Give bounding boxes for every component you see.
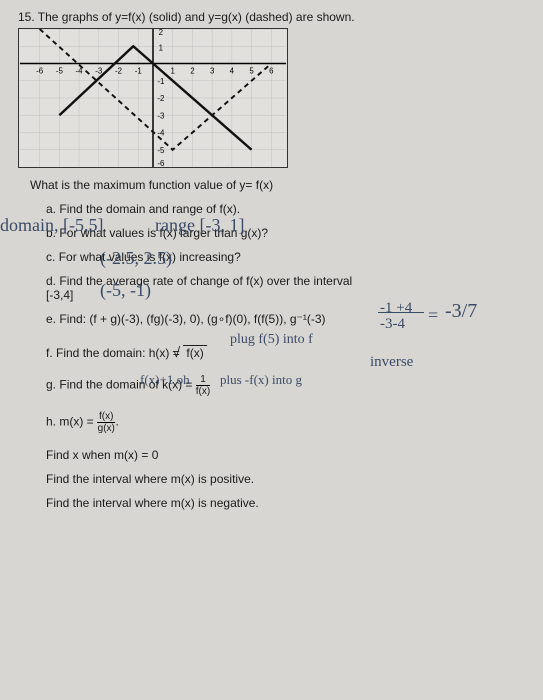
part-h2: Find the interval where m(x) is positive… (46, 472, 525, 486)
svg-text:1: 1 (159, 44, 163, 53)
svg-text:2: 2 (159, 29, 163, 37)
hand-d2-line (378, 312, 424, 313)
svg-text:-2: -2 (157, 94, 164, 103)
label-d: d. (46, 274, 56, 288)
hand-dres: -3/7 (445, 300, 477, 323)
svg-text:-5: -5 (157, 146, 165, 155)
part-b: b. For what values is f(x) larger than g… (46, 226, 525, 240)
part-h3: Find the interval where m(x) is negative… (46, 496, 525, 510)
g-den: f(x) (196, 386, 210, 397)
svg-text:3: 3 (210, 66, 215, 75)
text-e: Find: (f + g)(-3), (fg)(-3), 0), (g∘f)(0… (59, 312, 325, 326)
hand-deq: = (428, 305, 438, 326)
text-f-pre: Find the domain: h(x) = (56, 346, 183, 360)
svg-text:-6: -6 (157, 159, 165, 167)
g-num: 1 (196, 374, 210, 386)
hand-range: range [-3, 1] (155, 215, 244, 236)
label-a: a. (46, 202, 56, 216)
f-radicand: f(x) (186, 346, 203, 360)
text-h-pre: m(x) = (59, 415, 97, 429)
h-den: g(x) (97, 423, 115, 434)
label-g: g. (46, 378, 56, 392)
part-h: h. m(x) = f(x)g(x). (46, 411, 525, 434)
hand-d2: -3-4 (380, 316, 405, 333)
hand-e3: inverse (370, 354, 413, 371)
hand-dnote: plug f(5) into f (230, 332, 313, 348)
svg-text:2: 2 (190, 66, 194, 75)
svg-text:-5: -5 (56, 66, 64, 75)
h-tail: . (115, 415, 118, 429)
hand-b: (-2.5, 2.5) (100, 248, 172, 269)
hand-e1: f(x)+1 oh (140, 372, 190, 388)
label-f: f. (46, 346, 53, 360)
part-a: a. Find the domain and range of f(x). (46, 202, 525, 216)
part-h1: Find x when m(x) = 0 (46, 448, 525, 462)
svg-text:-2: -2 (115, 66, 122, 75)
hand-d1: -1 +4 (380, 300, 412, 317)
text-d2: [-3,4] (46, 288, 73, 302)
svg-text:-1: -1 (157, 77, 164, 86)
label-e: e. (46, 312, 56, 326)
label-c: c. (46, 250, 55, 264)
question-title: 15. The graphs of y=f(x) (solid) and y=g… (18, 10, 525, 24)
graph-container: -6-5-4 -3-2-1 123 456 12 -1-2-3 -4-5-6 (18, 28, 288, 168)
svg-text:-3: -3 (157, 112, 165, 121)
hand-c: (-5, -1) (100, 280, 151, 301)
svg-text:5: 5 (249, 66, 254, 75)
svg-text:1: 1 (171, 66, 175, 75)
label-h: h. (46, 415, 56, 429)
svg-text:-1: -1 (135, 66, 142, 75)
q-max: What is the maximum function value of y=… (30, 178, 525, 192)
hand-domain: domain, [-5,5] (0, 215, 103, 236)
svg-text:6: 6 (269, 66, 274, 75)
hand-e2: plus -f(x) into g (220, 372, 302, 388)
svg-text:-6: -6 (36, 66, 44, 75)
graph-svg: -6-5-4 -3-2-1 123 456 12 -1-2-3 -4-5-6 (19, 29, 287, 167)
svg-text:4: 4 (230, 66, 235, 75)
text-a: Find the domain and range of f(x). (59, 202, 240, 216)
h-num: f(x) (97, 411, 115, 423)
